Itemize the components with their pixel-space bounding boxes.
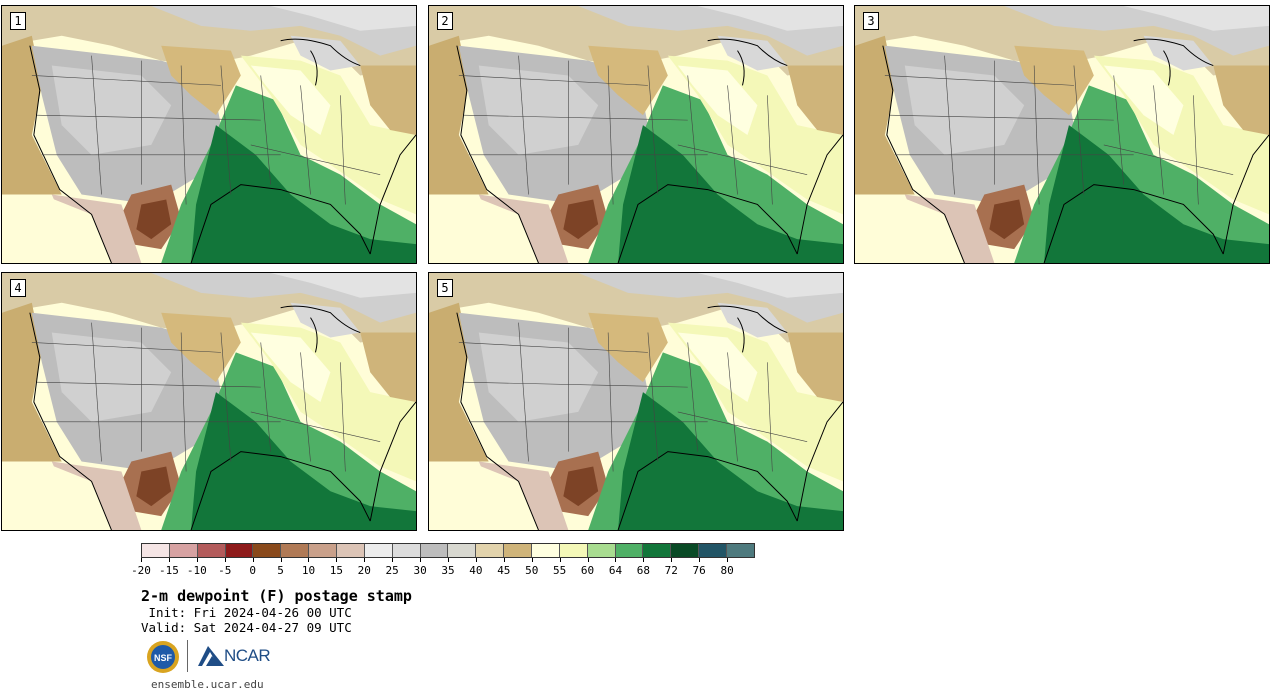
colorbar-tick-label: 55 xyxy=(553,564,567,577)
dewpoint-map-4 xyxy=(2,273,416,530)
colorbar-segment xyxy=(169,544,198,557)
colorbar-tick-label: 68 xyxy=(636,564,650,577)
colorbar-segment xyxy=(420,544,449,557)
colorbar-tick-label: 40 xyxy=(469,564,483,577)
colorbar-segment xyxy=(197,544,226,557)
colorbar-tick-label: 72 xyxy=(664,564,678,577)
colorbar-segment xyxy=(727,544,754,557)
colorbar-tick-label: 64 xyxy=(608,564,623,577)
map-panel-1: 1 xyxy=(1,5,417,264)
colorbar-segment xyxy=(225,544,254,557)
colorbar-segment xyxy=(587,544,616,557)
colorbar-tick xyxy=(448,558,449,562)
colorbar-tick xyxy=(615,558,617,562)
colorbar-segment xyxy=(504,544,533,557)
colorbar-tick-label: 0 xyxy=(249,564,256,577)
colorbar-tick-label: 76 xyxy=(692,564,706,577)
colorbar-tick xyxy=(364,558,366,562)
nsf-logo-icon: NSF xyxy=(147,641,179,673)
colorbar-tick xyxy=(587,558,589,562)
colorbar-tick-label: -15 xyxy=(158,564,179,577)
colorbar-tick xyxy=(503,558,505,562)
colorbar-tick-label: 45 xyxy=(497,564,511,577)
dewpoint-map-3 xyxy=(855,6,1269,263)
colorbar-tick-label: -10 xyxy=(186,564,207,577)
nsf-logo-text: NSF xyxy=(154,653,173,663)
map-panel-5: 5 xyxy=(428,272,844,531)
ncar-logo-icon xyxy=(198,646,224,666)
colorbar-tick-label: 20 xyxy=(357,564,371,577)
dewpoint-map-1 xyxy=(2,6,416,263)
colorbar-tick-label: 30 xyxy=(413,564,427,577)
dewpoint-colorbar xyxy=(141,543,755,558)
plot-title: 2-m dewpoint (F) postage stamp xyxy=(141,587,412,605)
panel-number-label: 5 xyxy=(437,279,453,297)
colorbar-tick-label: 25 xyxy=(385,564,399,577)
colorbar-tick xyxy=(196,558,198,562)
colorbar-tick xyxy=(280,558,282,562)
panel-number-label: 1 xyxy=(10,12,26,30)
dewpoint-map-5 xyxy=(429,273,843,530)
dewpoint-map-2 xyxy=(429,6,843,263)
colorbar-tick-label: 50 xyxy=(525,564,539,577)
colorbar-segment xyxy=(392,544,421,557)
map-panel-2: 2 xyxy=(428,5,844,264)
colorbar-tick xyxy=(308,558,310,562)
colorbar-tick xyxy=(531,558,533,562)
colorbar-tick xyxy=(475,558,477,562)
colorbar-tick-label: 60 xyxy=(580,564,595,577)
colorbar-segment xyxy=(364,544,393,557)
site-url: ensemble.ucar.edu xyxy=(151,678,264,691)
colorbar-tick-label: 5 xyxy=(277,564,284,577)
colorbar-tick-label: 35 xyxy=(441,564,455,577)
colorbar-segment xyxy=(448,544,477,557)
colorbar-segment xyxy=(309,544,338,557)
panel-number-label: 2 xyxy=(437,12,453,30)
logo-divider xyxy=(187,640,188,672)
ncar-logo-text: NCAR xyxy=(224,646,271,665)
colorbar-tick xyxy=(224,558,226,562)
colorbar-segment xyxy=(615,544,644,557)
colorbar-tick xyxy=(141,558,142,562)
colorbar-tick-label: 10 xyxy=(301,564,316,577)
map-panel-3: 3 xyxy=(854,5,1270,264)
colorbar-segment xyxy=(476,544,505,557)
colorbar-tick xyxy=(168,558,170,562)
colorbar-tick xyxy=(671,558,673,562)
colorbar-segment xyxy=(281,544,310,557)
colorbar-tick-label: 80 xyxy=(720,564,734,577)
colorbar-tick xyxy=(392,558,394,562)
colorbar-segment xyxy=(559,544,588,557)
panel-number-label: 4 xyxy=(10,279,26,297)
colorbar-tick xyxy=(699,558,701,562)
colorbar-tick-label: -5 xyxy=(218,564,232,577)
colorbar-tick xyxy=(336,558,338,562)
colorbar-tick xyxy=(420,558,422,562)
colorbar-segment xyxy=(699,544,728,557)
colorbar-tick xyxy=(643,558,645,562)
colorbar-tick-label: 15 xyxy=(329,564,343,577)
colorbar-segment xyxy=(253,544,282,557)
init-time: Init: Fri 2024-04-26 00 UTC xyxy=(141,605,352,620)
colorbar-segment xyxy=(671,544,700,557)
colorbar-tick xyxy=(727,558,729,562)
colorbar-tick xyxy=(559,558,561,562)
colorbar-segment xyxy=(532,544,560,557)
colorbar-tick-label: -20 xyxy=(131,564,151,577)
colorbar-segment xyxy=(337,544,365,557)
colorbar-ticks: -20 -15 -10 -5 0 5 10 15 20 25 30 35 40 45 50 55 60 64 68 7… xyxy=(131,558,755,578)
colorbar-tick xyxy=(252,558,254,562)
panel-number-label: 3 xyxy=(863,12,879,30)
valid-time: Valid: Sat 2024-04-27 09 UTC xyxy=(141,620,352,635)
map-panel-4: 4 xyxy=(1,272,417,531)
colorbar-segment xyxy=(142,544,170,557)
colorbar-segment xyxy=(643,544,672,557)
